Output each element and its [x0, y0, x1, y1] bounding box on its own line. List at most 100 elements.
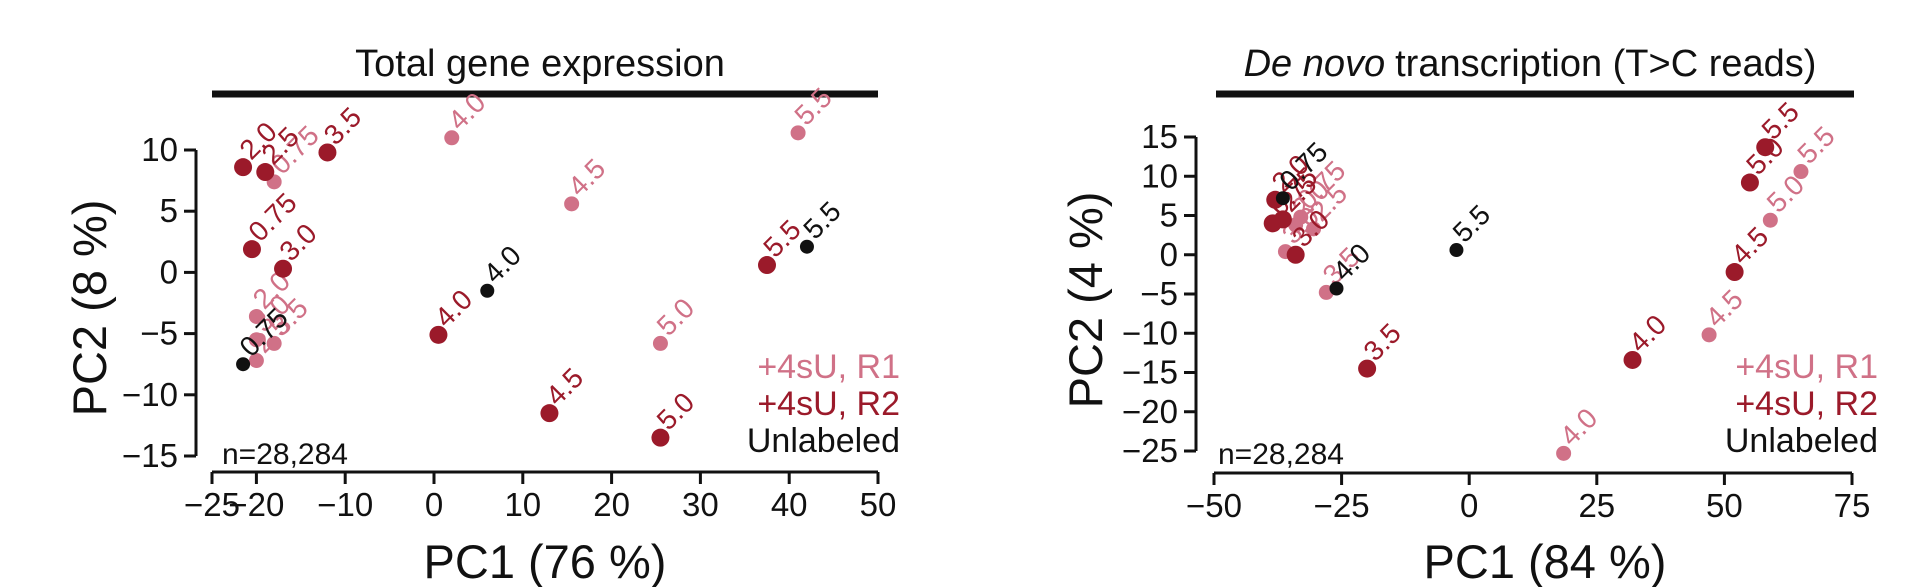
- panel1-legend: +4sU, R1 +4sU, R2 Unlabeled: [747, 348, 900, 460]
- data-point-r2: [242, 240, 261, 259]
- point-label: 3.5: [1357, 317, 1406, 366]
- data-point-r1: [1288, 217, 1304, 233]
- x-tick-label: 20: [593, 486, 630, 523]
- point-label: 4.5: [1725, 221, 1774, 270]
- data-point-r2: [256, 163, 275, 182]
- data-point-r1: [652, 335, 668, 351]
- data-point-r2: [540, 404, 559, 423]
- panel1-legend-r1: +4sU, R1: [757, 348, 900, 386]
- data-point-r1: [1701, 327, 1717, 343]
- data-point-r2: [651, 428, 670, 447]
- y-tick-label: 0: [160, 253, 178, 290]
- x-tick-label: 30: [682, 486, 719, 523]
- data-point-r2: [1623, 350, 1642, 369]
- data-point-r2: [234, 158, 253, 177]
- data-point-r2: [1756, 138, 1775, 157]
- y-tick-label: −5: [1140, 275, 1178, 312]
- x-tick-label: 50: [1706, 487, 1743, 524]
- panel1-legend-unlabeled: Unlabeled: [747, 422, 900, 460]
- y-tick-label: −10: [122, 376, 178, 413]
- point-label: 4.0: [1554, 402, 1603, 451]
- data-point-unlabeled: [236, 357, 251, 372]
- y-tick-label: −20: [1122, 393, 1178, 430]
- data-point-r2: [1273, 210, 1292, 229]
- panel1-title: Total gene expression: [355, 43, 725, 85]
- x-tick-label: 0: [1460, 487, 1478, 524]
- x-tick-label: −25: [184, 486, 240, 523]
- panel2-title-italic: De novo: [1244, 43, 1386, 85]
- point-label: 4.5: [1699, 284, 1748, 333]
- y-tick-label: 15: [1141, 118, 1178, 155]
- data-point-r1: [790, 125, 806, 141]
- data-point-r1: [1306, 221, 1322, 237]
- data-point-r2: [1740, 173, 1759, 192]
- data-point-r2: [1725, 263, 1744, 282]
- data-point-r1: [248, 308, 264, 324]
- data-point-r1: [1762, 212, 1778, 228]
- panel2-legend-unlabeled: Unlabeled: [1725, 422, 1878, 460]
- y-tick-label: −5: [140, 315, 178, 352]
- panel-de-novo-transcription: De novo transcription (T>C reads) −50 −25 0…: [1059, 43, 1878, 587]
- panel2-n-count: n=28,284: [1218, 438, 1344, 471]
- y-tick-label: 10: [141, 131, 178, 168]
- data-point-unlabeled: [1449, 243, 1464, 258]
- x-tick-label: 50: [860, 486, 897, 523]
- x-tick-label: −50: [1186, 487, 1242, 524]
- data-point-r1: [1793, 164, 1809, 180]
- data-point-r2: [274, 259, 293, 278]
- data-point-r2: [318, 143, 337, 162]
- y-tick-label: −15: [122, 437, 178, 474]
- x-tick-label: 0: [425, 486, 443, 523]
- panel2-legend-r2: +4sU, R2: [1735, 385, 1878, 423]
- panel2-ylabel: PC2 (4 %): [1059, 192, 1112, 409]
- panel-total-gene-expression: Total gene expression −25−20 −10 0 10 20 30 40…: [63, 43, 900, 587]
- point-label: 5.0: [651, 386, 700, 435]
- data-point-r1: [1556, 445, 1572, 461]
- panel2-legend-r1: +4sU, R1: [1735, 348, 1878, 386]
- data-point-r1: [248, 332, 264, 348]
- panel1-xlabel: PC1 (76 %): [424, 535, 667, 587]
- data-point-r1: [248, 353, 264, 369]
- panel1-n-count: n=28,284: [222, 438, 348, 471]
- point-label: 4.5: [540, 362, 589, 411]
- panel1-axes: −25−20 −10 0 10 20 30 40 50 −15 −10 −5 0 5 10: [122, 131, 896, 523]
- panel2-xlabel: PC1 (84 %): [1424, 535, 1667, 587]
- point-label: 3.5: [318, 101, 367, 150]
- point-label: 4.0: [1623, 309, 1672, 358]
- data-point-r2: [758, 256, 776, 275]
- point-label: 5.5: [788, 82, 837, 131]
- data-point-unlabeled: [1275, 191, 1290, 206]
- panel1-legend-r2: +4sU, R2: [757, 385, 900, 423]
- y-tick-label: 5: [1160, 197, 1178, 234]
- x-tick-label: 75: [1834, 487, 1871, 524]
- data-point-r1: [444, 130, 460, 146]
- x-tick-label: −25: [1314, 487, 1370, 524]
- data-point-r1: [564, 196, 580, 212]
- y-tick-label: 10: [1141, 157, 1178, 194]
- x-tick-label: 40: [771, 486, 808, 523]
- data-point-r2: [429, 325, 448, 344]
- panel2-title: De novo transcription (T>C reads): [1244, 43, 1817, 85]
- x-tick-label: 25: [1578, 487, 1615, 524]
- data-point-r2: [1358, 359, 1377, 378]
- data-point-r1: [266, 335, 282, 351]
- point-label: 4.5: [562, 153, 611, 202]
- y-tick-label: −15: [1122, 354, 1178, 391]
- y-tick-label: −10: [1122, 314, 1178, 351]
- panel2-title-rest: transcription (T>C reads): [1395, 43, 1816, 85]
- x-tick-label: −20: [228, 486, 284, 523]
- point-label: 4.0: [429, 284, 478, 333]
- data-point-unlabeled: [1329, 281, 1344, 296]
- y-tick-label: 5: [160, 192, 178, 229]
- data-point-r2: [1286, 245, 1305, 264]
- x-tick-label: −10: [317, 486, 373, 523]
- point-label: 4.0: [478, 240, 527, 289]
- point-label: 5.5: [1791, 120, 1840, 169]
- panel1-ylabel: PC2 (8 %): [63, 200, 116, 417]
- data-point-unlabeled: [799, 239, 814, 254]
- data-point-unlabeled: [480, 283, 495, 298]
- x-tick-label: 10: [504, 486, 541, 523]
- y-tick-label: −25: [1122, 432, 1178, 469]
